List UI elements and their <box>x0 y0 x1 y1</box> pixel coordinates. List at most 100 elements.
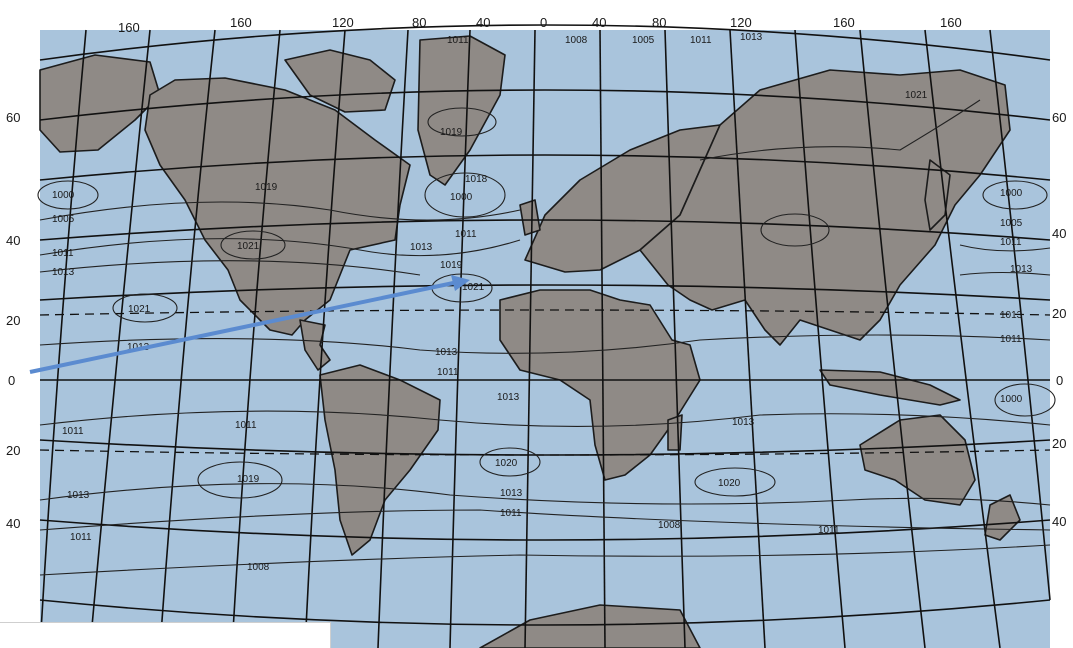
isobar-label: 1008 <box>658 520 681 531</box>
isobar-curve <box>39 483 1051 506</box>
meridian-line <box>924 29 1001 648</box>
longitude-label: 160 <box>230 15 252 30</box>
isobar-label: 1020 <box>718 478 741 489</box>
isobar-label: 1019 <box>237 474 260 485</box>
isobar-label: 1019 <box>440 127 463 138</box>
isobar-label: 1021 <box>237 241 260 252</box>
latitude-label: 40 <box>6 233 20 248</box>
longitude-label: 160 <box>940 15 962 30</box>
longitude-label: 160 <box>118 20 140 35</box>
isobar-label: 1013 <box>1000 310 1023 321</box>
isobar-label: 1011 <box>70 532 92 543</box>
meridian-line <box>859 29 926 648</box>
isobar-label: 1020 <box>495 458 518 469</box>
meridian-line <box>729 29 766 648</box>
isobar-label: 1011 <box>455 229 477 240</box>
latitude-label: 0 <box>8 373 15 388</box>
parallel-line <box>39 519 1051 541</box>
isobar-label: 1013 <box>435 347 458 358</box>
latitude-label: 40 <box>1052 226 1066 241</box>
longitude-label: 80 <box>652 15 666 30</box>
parallel-line <box>39 154 1051 181</box>
isobar-contour <box>37 180 99 210</box>
isobar-label: 1011 <box>447 35 469 46</box>
meridian-lines <box>39 29 1051 648</box>
isobar-label: 1013 <box>67 490 90 501</box>
isobar-label: 1011 <box>818 525 840 536</box>
latitude-label: 40 <box>6 516 20 531</box>
inset-box <box>0 622 331 648</box>
meridian-line <box>449 29 471 648</box>
isobar-curve <box>39 509 1051 531</box>
latitude-label: 0 <box>1056 373 1063 388</box>
isobar-label: 1013 <box>52 267 75 278</box>
isobar-lines <box>37 99 1056 576</box>
isobar-label: 1011 <box>1000 334 1022 345</box>
land-masses <box>39 35 1021 648</box>
latitude-label: 60 <box>6 110 20 125</box>
meridian-line <box>89 29 151 648</box>
parallel-line <box>39 219 1051 241</box>
meridian-line <box>599 29 606 648</box>
pointer-arrow-line <box>29 280 459 374</box>
isobar-label: 1011 <box>500 508 522 519</box>
isobar-label: 1011 <box>1000 237 1022 248</box>
parallel-line <box>39 89 1051 121</box>
longitude-label: 160 <box>833 15 855 30</box>
indonesia-land <box>819 369 961 406</box>
isobar-label: 1011 <box>62 426 84 437</box>
isobar-contour <box>112 293 178 323</box>
isobar-label: 1021 <box>128 304 151 315</box>
longitude-label: 40 <box>476 15 490 30</box>
isobar-contour <box>427 107 497 137</box>
isobar-label: 1013 <box>732 417 755 428</box>
isobar-label: 1013 <box>497 392 520 403</box>
parallel-line <box>39 599 1051 626</box>
isobar-label: 1008 <box>565 35 588 46</box>
isobar-label: 1011 <box>52 248 74 259</box>
longitude-label: 80 <box>412 15 426 30</box>
meridian-line <box>39 29 87 648</box>
british-isles-land <box>519 199 541 236</box>
isobar-curve <box>39 334 1051 354</box>
greenland-land <box>417 35 506 186</box>
longitude-label: 120 <box>730 15 752 30</box>
australia-land <box>859 414 976 506</box>
meridian-line <box>664 29 686 648</box>
isobar-contour <box>197 461 283 499</box>
latitude-label: 20 <box>1052 306 1066 321</box>
meridian-line <box>231 29 281 648</box>
isobar-label: 1011 <box>235 420 257 431</box>
isobar-label: 1008 <box>247 562 270 573</box>
isobar-label: 1000 <box>52 190 75 201</box>
isobar-curve <box>959 271 1051 276</box>
isobar-label: 1011 <box>437 367 459 378</box>
meridian-line <box>524 29 536 648</box>
isobar-curve <box>39 410 1051 427</box>
isobar-label: 1018 <box>465 174 488 185</box>
isobar-label: 1021 <box>905 90 928 101</box>
parallel-lines <box>39 24 1051 626</box>
isobar-labels: 1011 1008 1005 1011 1013 1021 1019 1000 … <box>52 32 1033 573</box>
isobar-curve <box>39 260 421 276</box>
longitude-label: 120 <box>332 15 354 30</box>
meridian-line <box>794 29 846 648</box>
isobar-contour <box>424 172 506 218</box>
isobar-label: 1013 <box>740 32 763 43</box>
isobar-label: 1013 <box>1010 264 1033 275</box>
isobar-label: 1013 <box>500 488 523 499</box>
isobar-contour <box>982 180 1048 210</box>
madagascar-land <box>667 414 683 451</box>
longitude-label: 0 <box>540 15 547 30</box>
isobar-label: 1011 <box>690 35 712 46</box>
isobar-label: 1005 <box>1000 218 1023 229</box>
isobar-contour <box>994 383 1056 417</box>
isobar-label: 1013 <box>410 242 433 253</box>
isobar-label: 1019 <box>440 260 463 271</box>
tropic-of-capricorn-line <box>39 449 1051 456</box>
isobar-label: 1005 <box>632 35 655 46</box>
alaska-land <box>39 54 161 153</box>
isobar-curve <box>959 244 1051 252</box>
